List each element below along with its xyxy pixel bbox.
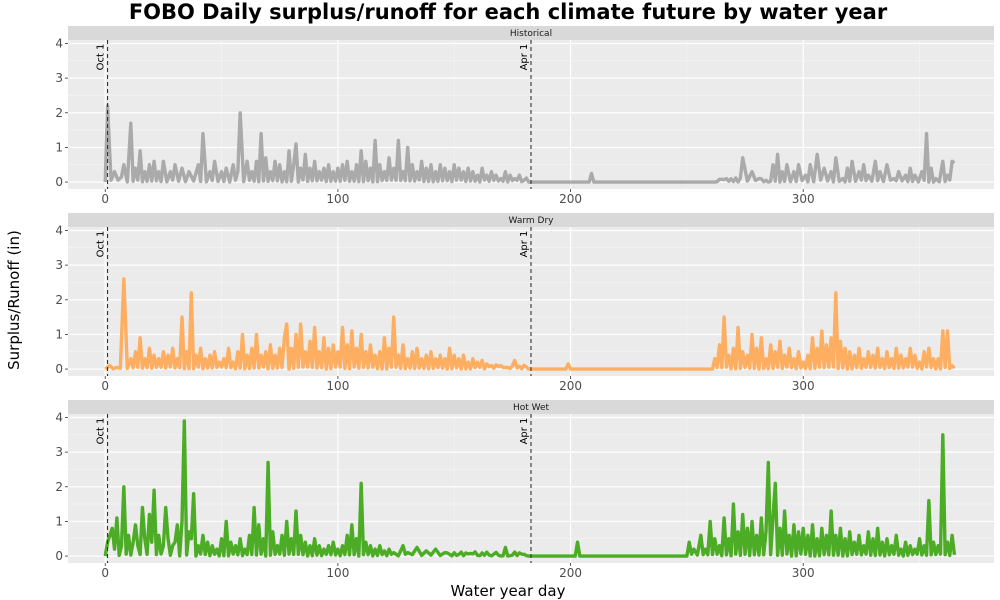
x-tick-label: 0 — [101, 566, 109, 580]
x-tick-label: 100 — [326, 566, 349, 580]
x-tick-label: 300 — [792, 566, 815, 580]
series-line — [103, 419, 957, 558]
y-tick-label: 2 — [55, 106, 63, 120]
reference-line-label: Oct 1 — [96, 231, 107, 258]
reference-line-label: Apr 1 — [519, 231, 530, 258]
y-tick-label: 2 — [55, 480, 63, 494]
x-tick-label: 200 — [559, 379, 582, 393]
reference-line-label: Apr 1 — [519, 418, 530, 445]
x-tick-label: 200 — [559, 566, 582, 580]
y-tick-label: 1 — [55, 140, 63, 154]
x-tick-label: 100 — [326, 192, 349, 206]
x-tick-label: 100 — [326, 379, 349, 393]
y-tick-label: 3 — [55, 258, 63, 272]
series-line — [104, 277, 956, 371]
y-tick-label: 3 — [55, 71, 63, 85]
facet-strip — [68, 26, 994, 40]
facet-strip — [68, 213, 994, 227]
x-tick-label: 200 — [559, 192, 582, 206]
y-tick-label: 0 — [55, 175, 63, 189]
y-tick-label: 0 — [55, 362, 63, 376]
y-tick-label: 3 — [55, 445, 63, 459]
y-tick-label: 4 — [55, 410, 63, 424]
facet-strip — [68, 400, 994, 414]
x-tick-label: 300 — [792, 379, 815, 393]
y-tick-label: 4 — [55, 223, 63, 237]
x-tick-label: 0 — [101, 192, 109, 206]
x-tick-label: 300 — [792, 192, 815, 206]
reference-line-label: Apr 1 — [519, 44, 530, 71]
facet-strip-label: Historical — [510, 29, 552, 39]
reference-line-label: Oct 1 — [96, 418, 107, 445]
y-axis-title: Surplus/Runoff (in) — [5, 230, 23, 370]
y-tick-label: 0 — [55, 549, 63, 563]
facet-strip-label: Hot Wet — [513, 403, 550, 413]
y-tick-label: 1 — [55, 327, 63, 341]
panel-historical: Historical 0 100 200 300 0 1 2 3 4 Oct 1 Apr 1 — [55, 26, 994, 206]
y-tick-label: 2 — [55, 293, 63, 307]
facet-strip-label: Warm Dry — [509, 216, 555, 226]
x-tick-label: 0 — [101, 379, 109, 393]
y-tick-label: 4 — [55, 36, 63, 50]
panel-hot-wet: Hot Wet 0 100 200 300 0 1 2 3 4 Oct 1 Apr 1 — [55, 400, 994, 580]
panel-warm-dry: Warm Dry 0 100 200 300 0 1 2 3 4 Oct 1 Apr 1 — [55, 213, 994, 393]
reference-line-label: Oct 1 — [96, 44, 107, 71]
y-tick-label: 1 — [55, 514, 63, 528]
series-line — [103, 104, 956, 184]
chart-title: FOBO Daily surplus/runoff for each clima… — [129, 0, 888, 24]
x-axis-title: Water year day — [451, 582, 566, 600]
